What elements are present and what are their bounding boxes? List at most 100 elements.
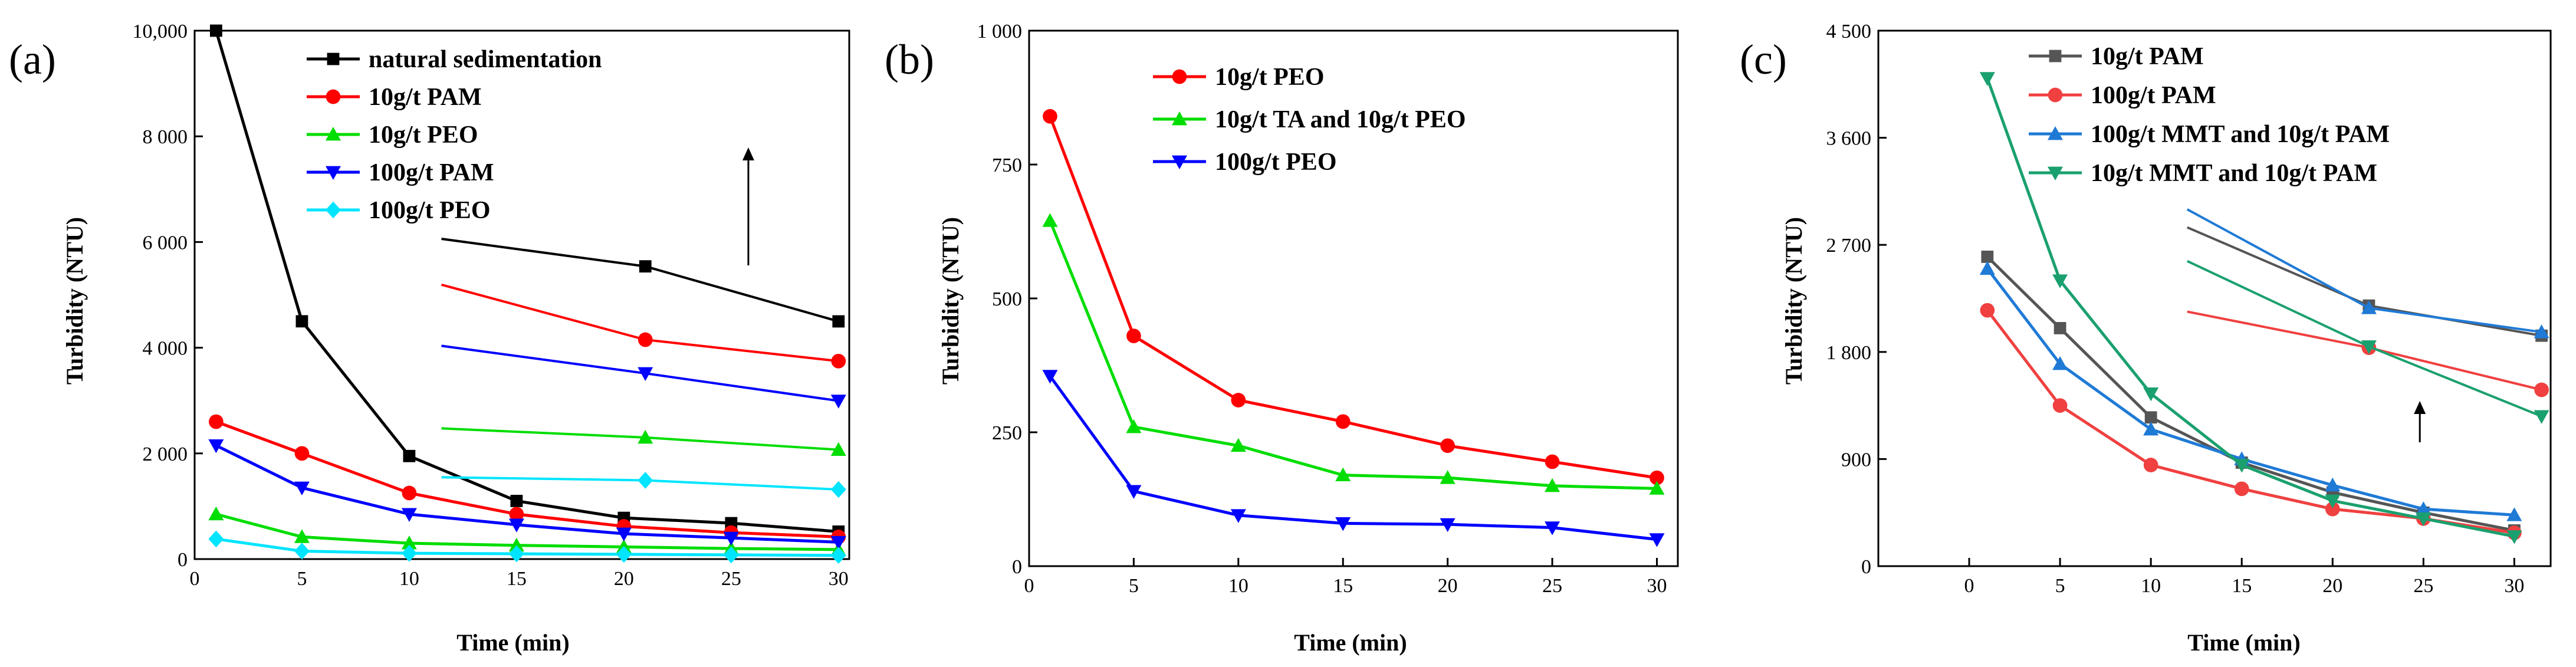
panel-c-inset-series-10g-t-mmt-and-10g-t-pam-line — [2186, 259, 2542, 418]
panel-b-legend-100g-t-peo-swatch-marker — [1172, 155, 1187, 169]
panel-c-inset-series-10g-t-mmt-and-10g-t-pam-point — [2534, 410, 2549, 424]
panel-b-series-10g-t-ta-and-10g-t-peo-point — [1126, 419, 1142, 433]
panel-a-plot: 0 5 10 15 20 25 30 0 2 000 4 000 6 000 8 000 10,000 — [133, 21, 850, 590]
panel-a-inset-series-10g-t-pam-point — [831, 353, 846, 369]
panel-a-x-tick-label: 5 — [297, 568, 307, 590]
panel-a-inset-series-10g-t-peo-point — [638, 429, 653, 444]
panel-c-legend-10g-t-pam-label: 10g/t PAM — [2091, 43, 2204, 70]
panel-a-inset-series-100g-t-pam-point — [638, 367, 653, 382]
panel-c-legend-100g-t-pam-swatch-marker — [2048, 87, 2063, 103]
panel-b-legend-10g-t-peo-swatch-marker — [1172, 69, 1187, 84]
panel-a-y-tick-label: 6 000 — [143, 232, 188, 254]
panel-a-series-10g-t-pam-point — [402, 485, 417, 501]
panel-b-x-tick-label: 15 — [1333, 575, 1353, 597]
panel-c-axes-frame — [1877, 29, 2552, 567]
panel-c-label: (c) — [1740, 36, 1787, 83]
panel-b-y-tick-label: 500 — [992, 288, 1022, 310]
panel-a-series-100g-t-peo-point — [616, 546, 632, 563]
panel-a-label: (a) — [9, 36, 56, 83]
panel-a-series-100g-t-pam-point — [616, 527, 632, 541]
panel-c-series-100g-t-pam-line — [1986, 309, 2515, 534]
panel-c-series-100g-t-pam-point — [1980, 303, 1995, 318]
panel-a-series-100g-t-pam-line — [215, 444, 839, 544]
panel-b-legend-10g-t-ta-and-10g-t-peo-label: 10g/t TA and 10g/t PEO — [1215, 106, 1466, 133]
panel-b-legend-10g-t-peo-label: 10g/t PEO — [1215, 64, 1325, 91]
panel-c-legend-100g-t-mmt-and-10g-t-pam-swatch-marker — [2048, 126, 2063, 140]
panel-a-inset-series-10g-t-peo-line — [441, 427, 839, 451]
panel-a-x-tick-label: 25 — [721, 568, 741, 590]
panel-b-series-10g-t-peo-point — [1440, 438, 1455, 454]
panel-a-y-tick-label: 2 000 — [143, 443, 188, 465]
panel-b-y-axis-title: Turbidity (NTU) — [937, 217, 964, 385]
panel-b-series-100g-t-peo-line — [1049, 375, 1657, 541]
panel-a-inset-series-natural-sedimentation-point — [832, 315, 845, 328]
panel-c-series-100g-t-mmt-and-10g-t-pam-point — [2416, 501, 2432, 515]
panel-a-series-100g-t-pam-point — [401, 508, 417, 522]
panel-a-series-100g-t-peo-point — [294, 543, 310, 560]
panel-c-inset-series-10g-t-pam-line — [2186, 226, 2542, 337]
panel-a-series-100g-t-peo-point — [723, 546, 739, 564]
panel-c-legend-10g-t-mmt-and-10g-t-pam-swatch-marker — [2048, 166, 2063, 180]
panel-c-series-100g-t-mmt-and-10g-t-pam-point — [2325, 477, 2341, 492]
panel-b-series-10g-t-ta-and-10g-t-peo-point — [1230, 438, 1246, 452]
panel-c-y-tick-label: 2 700 — [1826, 235, 1872, 257]
panel-c-series-100g-t-pam-point — [2325, 501, 2340, 517]
panel-a-inset-series-natural-sedimentation-point — [639, 260, 652, 273]
panel-a-series-100g-t-pam-point — [723, 531, 739, 546]
panel-b-x-tick-label: 30 — [1647, 575, 1667, 597]
panel-b-series-10g-t-peo-point — [1545, 454, 1560, 469]
panel-b-series-10g-t-peo-point — [1126, 328, 1141, 343]
panel-b-series-100g-t-peo-point — [1545, 521, 1560, 535]
panel-c-series-100g-t-mmt-and-10g-t-pam-point — [2052, 356, 2068, 370]
panel-c-series-10g-t-pam-point — [2053, 322, 2066, 334]
panel-c-y-tick-label: 3 600 — [1826, 128, 1872, 150]
panel-c-inset-arrow-head — [2414, 401, 2426, 414]
panel-c: (c) 0 5 10 15 20 25 30 0 900 1 800 2 700 3 600 4 500… — [1740, 21, 2552, 656]
panel-a-series-natural-sedimentation-point — [295, 315, 308, 328]
panel-c-legend-10g-t-pam-swatch-marker — [2049, 50, 2062, 63]
panel-a-legend-natural-sedimentation-swatch-marker — [327, 52, 340, 65]
panel-a-y-axis-title: Turbidity (NTU) — [61, 217, 88, 385]
panel-c-x-tick-label: 30 — [2504, 575, 2524, 597]
panel-a-series-100g-t-peo-point — [830, 547, 846, 564]
panel-a-legend-100g-t-peo-swatch-marker — [326, 201, 341, 219]
panel-b-series-10g-t-ta-and-10g-t-peo-point — [1649, 481, 1665, 495]
panel-a-legend-100g-t-pam-swatch-marker — [326, 166, 341, 180]
panel-b: (b) 0 5 10 15 20 25 30 0 250 500 750 1 000 Time (mi… — [885, 21, 1679, 656]
panel-a-inset-series-100g-t-pam-point — [830, 395, 846, 409]
panel-b-y-tick-label: 250 — [992, 422, 1022, 444]
panel-a-series-100g-t-pam-point — [208, 439, 224, 454]
panel-c-x-tick-label: 15 — [2232, 575, 2252, 597]
panel-a-series-100g-t-pam-point — [508, 518, 524, 533]
panel-b-legend-10g-t-ta-and-10g-t-peo-swatch-marker — [1172, 111, 1187, 126]
panel-c-series-10g-t-mmt-and-10g-t-pam-point — [2143, 387, 2159, 402]
panel-c-legend-10g-t-mmt-and-10g-t-pam-label: 10g/t MMT and 10g/t PAM — [2091, 160, 2377, 187]
panel-c-series-10g-t-mmt-and-10g-t-pam-point — [2234, 459, 2250, 473]
panel-a-x-tick-label: 20 — [614, 568, 634, 590]
panel-a-inset-series-natural-sedimentation-line — [441, 238, 839, 323]
panel-b-y-tick-label: 0 — [1012, 556, 1022, 578]
panel-b-series-10g-t-peo-point — [1650, 470, 1664, 485]
panel-b-x-tick-label: 25 — [1542, 575, 1562, 597]
panel-c-inset-series-100g-t-mmt-and-10g-t-pam-point — [2534, 324, 2549, 339]
panel-a-y-tick-label: 4 000 — [143, 338, 188, 360]
panel-a-legend-100g-t-pam-label: 100g/t PAM — [369, 159, 494, 186]
panel-b-series-100g-t-peo-point — [1042, 370, 1058, 384]
panel-b-x-tick-label: 5 — [1129, 575, 1139, 597]
panel-b-series-10g-t-ta-and-10g-t-peo-point — [1042, 213, 1058, 227]
panel-a-legend-10g-t-pam-swatch-marker — [326, 89, 341, 104]
panel-a-series-10g-t-peo-point — [401, 535, 417, 550]
panel-c-series-10g-t-pam-point — [2144, 411, 2157, 424]
panel-a-inset-arrow-head — [742, 147, 754, 160]
panel-b-legend: 10g/t PEO 10g/t TA and 10g/t PEO 100g/t PE… — [1153, 64, 1466, 176]
panel-b-series-100g-t-peo-point — [1440, 518, 1455, 533]
panel-a-series-natural-sedimentation-point — [510, 495, 523, 507]
panel-a-series-natural-sedimentation-point — [403, 449, 416, 462]
panel-a-x-tick-label: 15 — [507, 568, 527, 590]
panel-c-y-axis-title: Turbidity (NTU) — [1780, 217, 1807, 385]
panel-c-series-10g-t-mmt-and-10g-t-pam-point — [1979, 72, 1995, 86]
panel-b-series-10g-t-ta-and-10g-t-peo-point — [1545, 478, 1560, 492]
panel-b-legend-100g-t-peo-label: 100g/t PEO — [1215, 149, 1337, 176]
panel-b-series-10g-t-peo-line — [1049, 116, 1657, 479]
